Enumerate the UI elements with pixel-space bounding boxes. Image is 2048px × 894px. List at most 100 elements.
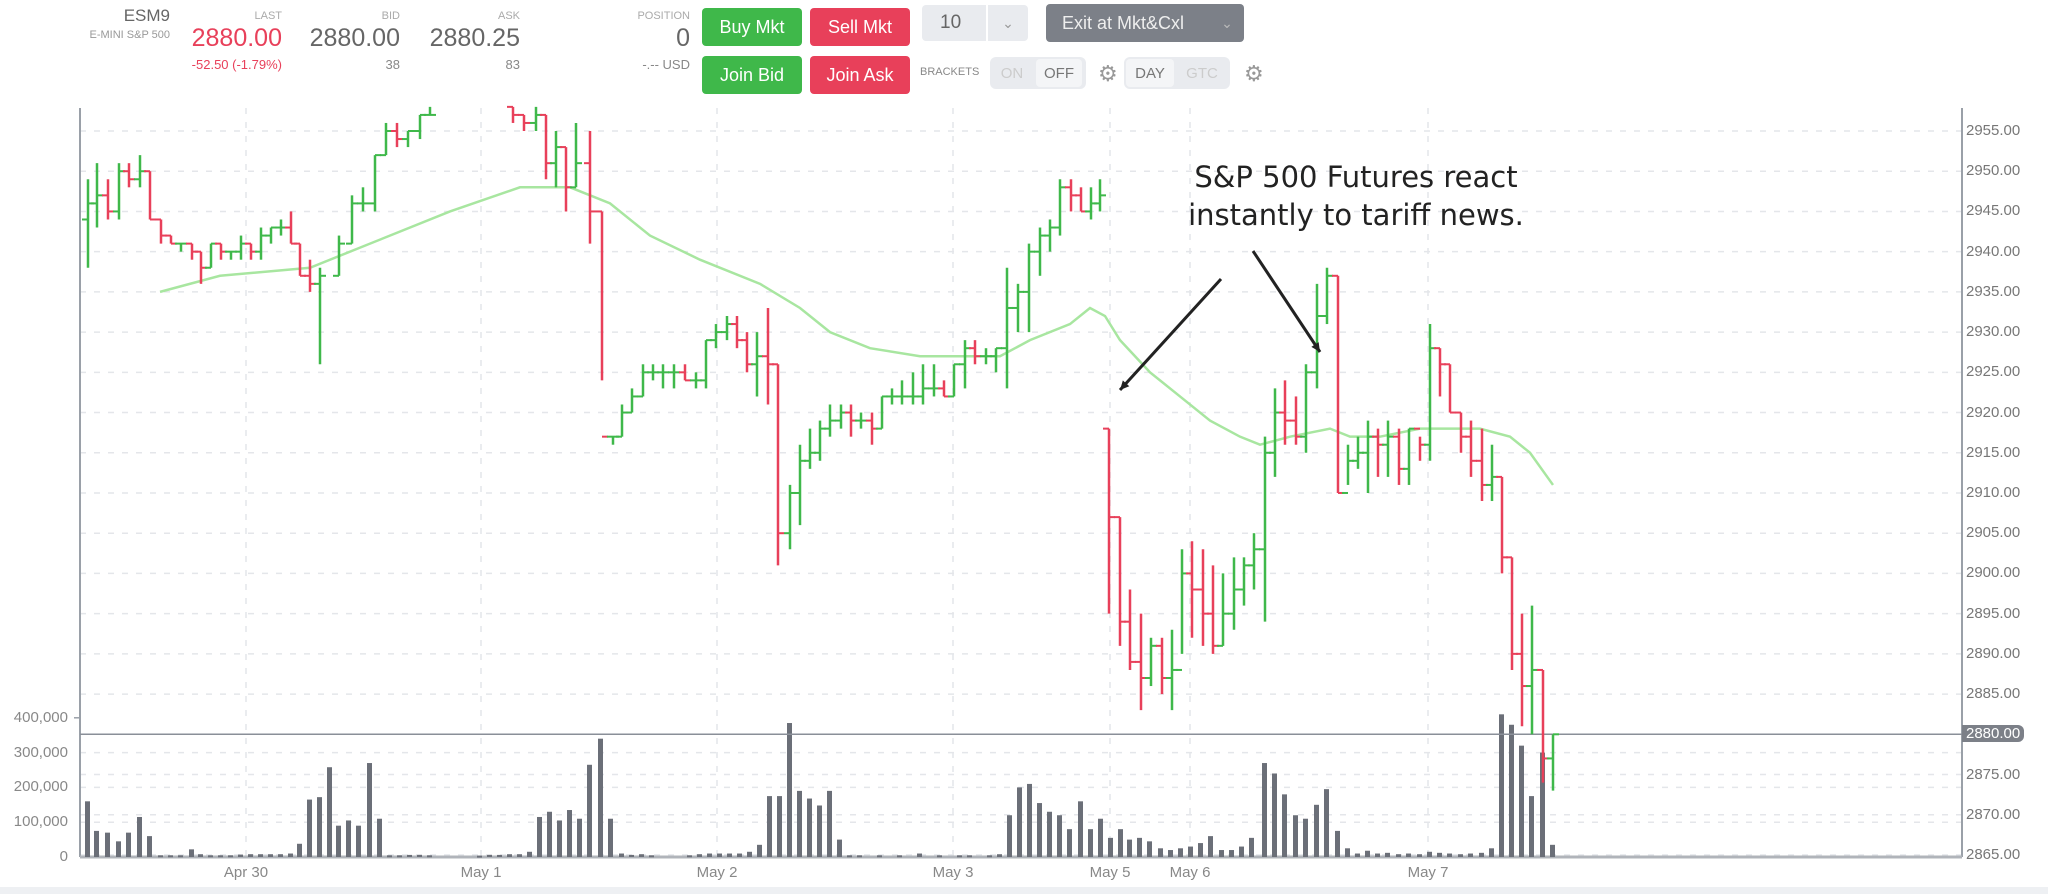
volume-bar	[387, 855, 392, 858]
volume-bar	[1375, 853, 1380, 857]
volume-bar	[198, 854, 203, 857]
volume-bar	[208, 855, 213, 858]
sell-mkt-button[interactable]: Sell Mkt	[810, 8, 910, 46]
trading-header: ESM9 E-MINI S&P 500 LAST 2880.00 -52.50 …	[0, 0, 2048, 100]
brackets-toggle[interactable]: ON OFF	[990, 57, 1086, 89]
volume-bar	[877, 855, 882, 858]
chevron-down-icon[interactable]: ⌄	[1221, 14, 1233, 31]
annotation-arrow	[1251, 250, 1322, 353]
tif-gtc[interactable]: GTC	[1186, 64, 1218, 82]
volume-bar	[1540, 752, 1545, 857]
volume-bar	[1529, 796, 1534, 857]
price-tick-label: 2870.00	[1966, 805, 2021, 823]
buy-mkt-button[interactable]: Buy Mkt	[702, 8, 802, 46]
price-tick-label: 2875.00	[1966, 765, 2021, 783]
volume-bar	[327, 767, 332, 857]
volume-bar	[427, 855, 432, 858]
volume-bar	[727, 853, 732, 857]
gear-icon[interactable]: ⚙	[1098, 61, 1118, 86]
volume-bar	[777, 796, 782, 857]
volume-bar	[649, 855, 654, 858]
volume-bar	[1067, 829, 1072, 857]
price-tick-label: 2905.00	[1966, 524, 2021, 542]
quantity-selector[interactable]: 10 ⌄	[922, 5, 1028, 41]
join-bid-button[interactable]: Join Bid	[702, 56, 802, 94]
volume-bar	[687, 855, 692, 858]
volume-bar	[1178, 848, 1183, 857]
volume-bar	[1047, 811, 1052, 857]
price-tick-label: 2885.00	[1966, 685, 2021, 703]
volume-bar	[767, 796, 772, 857]
bid-quote: BID 2880.00 38	[300, 10, 400, 72]
volume-bar	[1158, 848, 1163, 857]
join-ask-button[interactable]: Join Ask	[810, 56, 910, 94]
volume-bar	[126, 832, 131, 857]
volume-bar	[1282, 794, 1287, 857]
volume-bar	[228, 855, 233, 858]
volume-bar	[317, 797, 322, 857]
volume-bar	[356, 825, 361, 857]
volume-bar	[697, 854, 702, 857]
volume-bar	[218, 855, 223, 858]
brackets-on[interactable]: ON	[1000, 64, 1024, 82]
volume-bar	[717, 853, 722, 857]
volume-bar	[1078, 801, 1083, 857]
volume-bar	[608, 818, 613, 857]
volume-bar	[497, 854, 502, 857]
volume-bar	[1198, 843, 1203, 857]
gear-icon[interactable]: ⚙	[1244, 61, 1264, 86]
volume-bar	[1249, 837, 1254, 857]
volume-bar	[1057, 815, 1062, 857]
volume-bar	[1345, 848, 1350, 857]
volume-tick-label: 300,000	[13, 743, 68, 761]
volume-bar	[1417, 854, 1422, 857]
exit-label: Exit at Mkt&Cxl	[1062, 13, 1185, 33]
volume-bar	[1406, 853, 1411, 857]
date-tick-label: May 5	[1089, 864, 1131, 881]
chart-annotation: S&P 500 Futures react instantly to tarif…	[1160, 158, 1552, 234]
volume-bar	[1396, 854, 1401, 857]
volume-bar	[619, 853, 624, 857]
volume-bar	[547, 811, 552, 857]
chevron-down-icon[interactable]: ⌄	[986, 5, 1028, 41]
volume-bar	[707, 853, 712, 857]
price-tick-label: 2895.00	[1966, 604, 2021, 622]
volume-bar	[147, 836, 152, 857]
volume-bar	[1108, 837, 1113, 857]
tif-day[interactable]: DAY	[1126, 59, 1174, 87]
volume-bar	[248, 854, 253, 857]
volume-bar	[537, 816, 542, 857]
volume-bar	[577, 818, 582, 857]
exit-at-mkt-button[interactable]: Exit at Mkt&Cxl ⌄	[1046, 4, 1244, 42]
brackets-off[interactable]: OFF	[1036, 59, 1082, 87]
volume-bar	[158, 855, 163, 858]
volume-bar	[1007, 815, 1012, 857]
volume-bar	[1550, 844, 1555, 857]
price-tick-label: 2945.00	[1966, 202, 2021, 220]
volume-tick-label: 400,000	[13, 708, 68, 726]
volume-bar	[557, 820, 562, 857]
volume-tick-label: 100,000	[13, 813, 68, 831]
volume-bar	[1293, 815, 1298, 857]
date-tick-label: May 7	[1407, 864, 1449, 881]
volume-bar	[307, 799, 312, 857]
tif-toggle[interactable]: DAY GTC	[1124, 57, 1230, 89]
volume-bar	[937, 855, 942, 858]
volume-bar	[827, 790, 832, 857]
volume-bar	[1219, 850, 1224, 857]
volume-bar	[1127, 839, 1132, 857]
position-info: POSITION 0 -.-- USD	[610, 10, 690, 72]
volume-tick-label: 0	[59, 848, 68, 865]
annotation-line-1: S&P 500 Futures react	[1194, 160, 1518, 194]
volume-bar	[85, 801, 90, 857]
arrow-head-icon	[1311, 342, 1320, 352]
price-tick-label: 2940.00	[1966, 242, 2021, 260]
volume-bar	[105, 832, 110, 857]
volume-bar	[737, 853, 742, 857]
position-pnl: -.-- USD	[642, 57, 690, 72]
volume-bar	[487, 854, 492, 857]
volume-bar	[407, 854, 412, 857]
volume-bar	[1355, 853, 1360, 857]
volume-bar	[1427, 851, 1432, 857]
